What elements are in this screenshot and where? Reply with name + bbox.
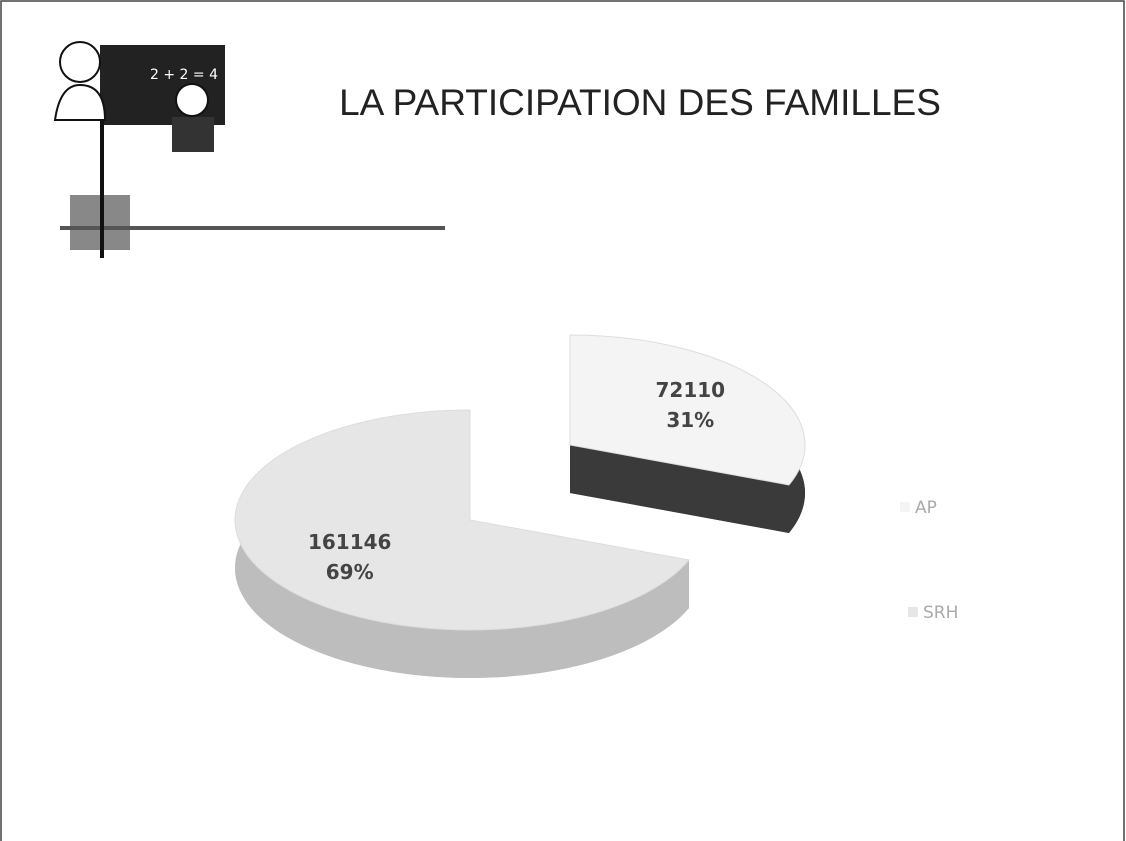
slice: [234, 409, 690, 631]
legend-label: SRH: [923, 603, 958, 623]
legend-label: AP: [915, 498, 937, 518]
data-label-percent: 31%: [666, 408, 714, 432]
teacher-clipart: 2 + 2 = 4: [53, 41, 445, 258]
data-label: 161146: [308, 530, 392, 554]
pie: 161146 69% 72110 31%: [234, 334, 806, 678]
slice-cut-wall: [570, 445, 789, 533]
legend-swatch: [908, 607, 918, 617]
slice: [569, 334, 806, 486]
data-label-percent: 69%: [326, 560, 374, 584]
data-label: 72110: [655, 378, 725, 402]
legend-swatch: [900, 502, 910, 512]
clipart-chalk: 2 + 2 = 4: [150, 67, 218, 83]
chart-title: LA PARTICIPATION DES FAMILLES: [339, 82, 941, 123]
